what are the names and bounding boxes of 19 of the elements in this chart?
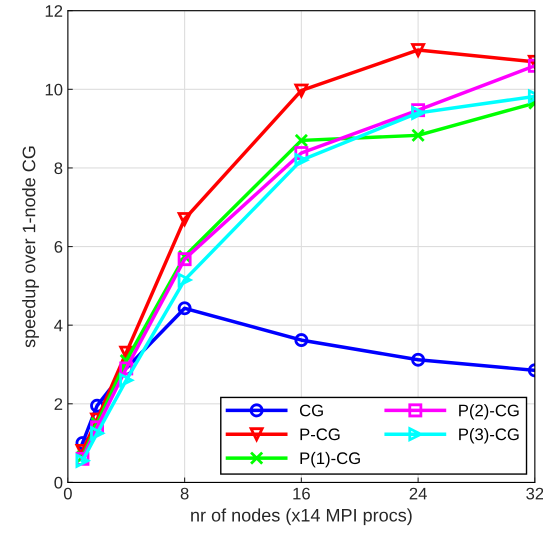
y-tick-label: 2: [54, 398, 62, 410]
x-tick-label: 0: [64, 488, 72, 500]
legend-label: CG: [300, 404, 323, 416]
legend-label: P(3)-CG: [459, 428, 519, 444]
x-tick-label: 32: [526, 488, 543, 500]
y-tick-label: 12: [46, 5, 62, 17]
y-tick-label: 10: [46, 84, 62, 96]
x-tick-label: 24: [410, 488, 427, 500]
y-tick-label: 4: [54, 320, 63, 332]
legend-label: P(2)-CG: [459, 404, 519, 420]
y-tick-label: 0: [54, 476, 62, 489]
y-tick-label: 8: [54, 162, 62, 174]
x-tick-label: 8: [180, 488, 189, 500]
y-axis-title: speedup over 1-node CG: [22, 146, 39, 348]
legend-label: P(1)-CG: [300, 452, 360, 468]
x-tick-label: 16: [293, 488, 310, 500]
legend-label: P-CG: [300, 428, 340, 440]
x-axis-title: nr of nodes (x14 MPI procs): [191, 508, 412, 526]
y-tick-label: 6: [54, 240, 62, 253]
